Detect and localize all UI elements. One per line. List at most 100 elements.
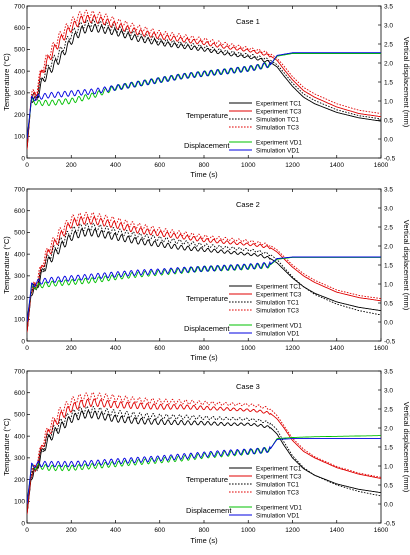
y-tick-label: 500 xyxy=(14,412,25,419)
series-line-experiment-tc1 xyxy=(27,228,381,333)
x-tick-label: 800 xyxy=(199,345,210,352)
y2-tick-label: 0.5 xyxy=(384,300,393,307)
legend-label: Simulation TC3 xyxy=(256,307,299,314)
plot-frame xyxy=(26,5,382,159)
x-tick-label: 600 xyxy=(154,162,165,169)
legend-label: Experiment TC1 xyxy=(256,100,302,107)
series-line-simulation-vd1 xyxy=(27,256,381,323)
legend-label: Simulation VD1 xyxy=(256,512,300,519)
y-tick-label: 700 xyxy=(14,368,25,375)
chart-panel-2: 0 200 400 600 800 1000 1200 1400 1600 0 100 200 300 4… xyxy=(2,186,410,362)
x-tick-label: 200 xyxy=(66,527,77,534)
chart-case-label: Case 2 xyxy=(236,200,260,209)
y2-tick-label: 3.5 xyxy=(384,186,393,193)
x-tick-label: 1600 xyxy=(374,162,389,169)
y2-tick-label: 2.5 xyxy=(384,41,393,48)
y2-axis-label: Vertical displacement (mm) xyxy=(402,220,410,311)
legend-label: Simulation VD1 xyxy=(256,330,300,337)
y2-tick-label: 2.0 xyxy=(384,60,393,67)
y-tick-label: 400 xyxy=(14,251,25,258)
y2-tick-label: 1.5 xyxy=(384,262,393,269)
y2-tick-label: 3.5 xyxy=(384,368,393,375)
y-tick-label: 200 xyxy=(14,112,25,119)
legend-label: Experiment TC3 xyxy=(256,291,302,298)
x-tick-label: 800 xyxy=(199,527,210,534)
y2-tick-label: 0.0 xyxy=(384,319,393,326)
x-tick-label: 400 xyxy=(110,162,121,169)
y-axis-label: Temperature (°C) xyxy=(2,418,11,476)
series-line-experiment-vd1 xyxy=(27,435,381,505)
x-tick-label: 400 xyxy=(110,527,121,534)
series-line-simulation-vd1 xyxy=(27,52,381,140)
y-axis-label: Temperature (°C) xyxy=(2,236,11,294)
y2-tick-label: 1.0 xyxy=(384,281,393,288)
y2-tick-label: 2.5 xyxy=(384,224,393,231)
legend-label: Simulation TC1 xyxy=(256,481,299,488)
y2-tick-label: 0.0 xyxy=(384,501,393,508)
x-tick-label: 200 xyxy=(66,345,77,352)
y-tick-label: 600 xyxy=(14,208,25,215)
x-tick-label: 1000 xyxy=(241,345,256,352)
x-axis-label: Time (s) xyxy=(190,536,218,545)
y2-tick-label: 0.5 xyxy=(384,482,393,489)
series-line-experiment-tc3 xyxy=(27,398,381,515)
y2-tick-label: 2.5 xyxy=(384,406,393,413)
y2-tick-label: 3.0 xyxy=(384,205,393,212)
displacement-group-label: Displacement xyxy=(184,141,230,150)
chart-case-label: Case 3 xyxy=(236,382,260,391)
x-tick-label: 1600 xyxy=(374,345,389,352)
temperature-group-label: Temperature xyxy=(186,111,228,120)
y-tick-label: 100 xyxy=(14,499,25,506)
y2-axis-label: Vertical displacement (mm) xyxy=(402,37,410,128)
chart-panel-3: 0 200 400 600 800 1000 1200 1400 1600 0 100 200 300 4… xyxy=(2,368,410,545)
series-lines xyxy=(27,9,381,150)
legend-label: Experiment TC3 xyxy=(256,108,302,115)
y2-tick-label: 1.0 xyxy=(384,463,393,470)
y2-tick-label: 3.0 xyxy=(384,387,393,394)
x-tick-label: 200 xyxy=(66,162,77,169)
y2-tick-label: -0.5 xyxy=(384,155,396,162)
y-tick-label: 400 xyxy=(14,433,25,440)
y2-tick-label: 0.5 xyxy=(384,117,393,124)
legend-label: Simulation TC1 xyxy=(256,299,299,306)
x-tick-label: 1200 xyxy=(285,345,300,352)
x-tick-label: 0 xyxy=(25,162,29,169)
temperature-group-label: Temperature xyxy=(186,475,228,484)
legend-label: Experiment VD1 xyxy=(256,504,302,511)
displacement-group-label: Displacement xyxy=(184,324,230,333)
x-tick-label: 1600 xyxy=(374,527,389,534)
y-tick-label: 500 xyxy=(14,230,25,237)
y2-axis-label: Vertical displacement (mm) xyxy=(402,402,410,493)
y-tick-label: 400 xyxy=(14,68,25,75)
series-line-experiment-vd1 xyxy=(27,256,381,323)
series-line-experiment-tc3 xyxy=(27,216,381,333)
y-tick-label: 0 xyxy=(21,155,25,162)
series-line-experiment-tc1 xyxy=(27,24,381,150)
legend-label: Simulation VD1 xyxy=(256,147,300,154)
y-tick-label: 200 xyxy=(14,477,25,484)
y-tick-label: 300 xyxy=(14,90,25,97)
legend-label: Experiment TC1 xyxy=(256,465,302,472)
y2-tick-label: 1.5 xyxy=(384,79,393,86)
x-axis-label: Time (s) xyxy=(190,353,218,362)
plot-frame xyxy=(26,188,382,342)
legend-label: Simulation TC3 xyxy=(256,124,299,131)
x-tick-label: 0 xyxy=(25,527,29,534)
chart-panel-1: 0 200 400 600 800 1000 1200 1400 1600 0 100 200 300 4… xyxy=(2,3,410,179)
series-line-experiment-vd1 xyxy=(27,53,381,140)
x-tick-label: 1000 xyxy=(241,162,256,169)
y2-tick-label: 1.5 xyxy=(384,444,393,451)
y-tick-label: 100 xyxy=(14,317,25,324)
x-tick-label: 800 xyxy=(199,162,210,169)
y2-tick-label: -0.5 xyxy=(384,338,396,345)
y-tick-label: 700 xyxy=(14,186,25,193)
series-line-simulation-tc3 xyxy=(27,9,381,150)
displacement-group-label: Displacement xyxy=(186,506,232,515)
y2-tick-label: 0.0 xyxy=(384,136,393,143)
y-tick-label: 500 xyxy=(14,47,25,54)
